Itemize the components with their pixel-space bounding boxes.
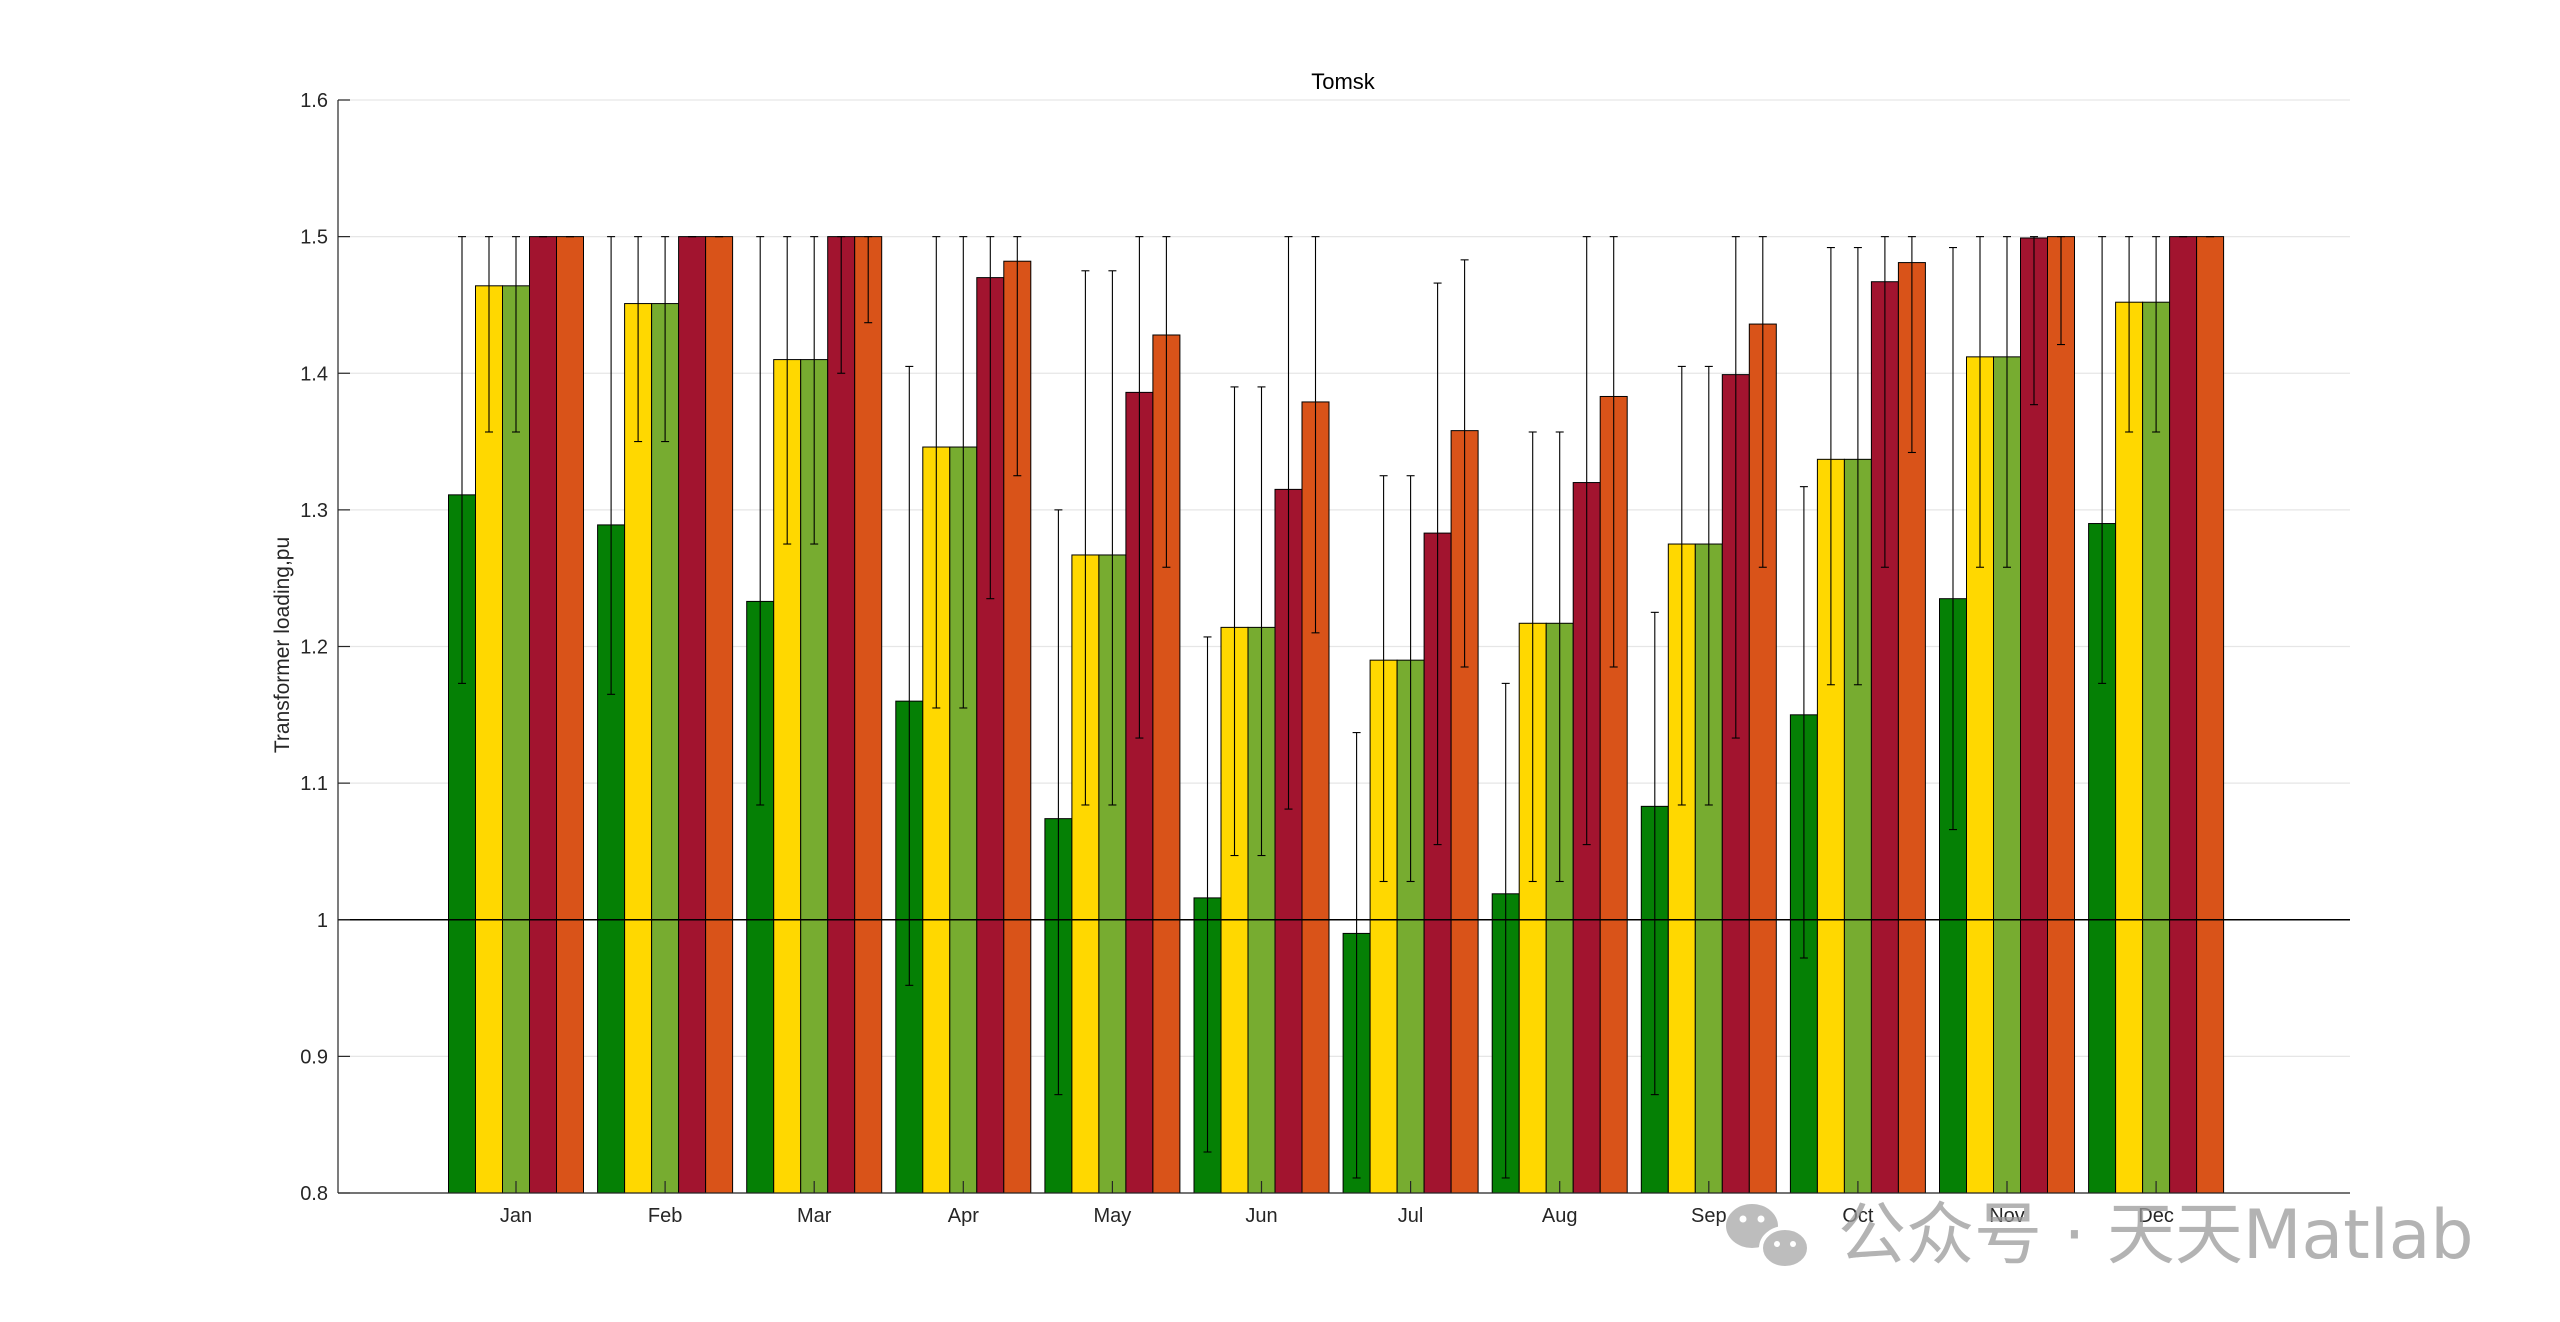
error-bar — [1054, 509, 1063, 1096]
error-bar — [810, 236, 819, 545]
y-tick-label: 1.5 — [300, 227, 328, 249]
error-bar — [1799, 486, 1808, 959]
error-bar — [1609, 236, 1618, 668]
bar — [651, 303, 680, 1194]
x-tick-label: Mar — [797, 1205, 832, 1227]
y-tick-label: 0.9 — [300, 1046, 328, 1068]
x-tick-label: Jun — [1245, 1205, 1277, 1227]
error-bar — [2098, 236, 2107, 684]
error-bar — [1704, 365, 1713, 806]
error-bar — [1826, 247, 1835, 686]
error-bar — [1582, 236, 1591, 846]
y-tick-label: 0.8 — [300, 1183, 328, 1205]
error-bar — [1528, 431, 1537, 883]
error-bar — [1257, 386, 1266, 857]
error-bar — [1352, 732, 1361, 1179]
bar — [2115, 301, 2144, 1194]
x-tick-label: Aug — [1542, 1205, 1578, 1227]
x-tick-label: Oct — [1842, 1205, 1874, 1227]
error-bar — [1081, 270, 1090, 806]
x-tick-label: Sep — [1691, 1205, 1727, 1227]
error-bar — [959, 236, 968, 709]
bar — [678, 236, 707, 1194]
error-bar — [1555, 431, 1564, 883]
error-bar — [1949, 247, 1957, 831]
watermark: 公众号 · 天天Matlab — [1726, 1196, 2474, 1275]
y-tick-label: 1.2 — [300, 637, 328, 659]
x-tick-label: May — [1094, 1205, 1132, 1227]
y-tick-label: 1.3 — [300, 500, 328, 522]
error-bar — [1677, 365, 1686, 806]
x-tick-label: Dec — [2138, 1205, 2174, 1227]
bar — [2142, 301, 2171, 1194]
x-tick-label: Jul — [1398, 1205, 1424, 1227]
bar — [2047, 236, 2075, 1194]
error-bar — [1203, 636, 1212, 1153]
error-bar — [1650, 611, 1659, 1096]
error-bar — [2152, 236, 2161, 433]
error-bar — [458, 236, 466, 684]
x-tick-label: Jan — [500, 1205, 532, 1227]
y-tick-label: 1.6 — [300, 90, 328, 112]
bar — [529, 236, 557, 1194]
bar — [705, 236, 734, 1194]
x-tick-label: Apr — [948, 1205, 979, 1227]
error-bar — [783, 236, 792, 545]
watermark-text: 公众号 · 天天Matlab — [1838, 1196, 2474, 1275]
error-bar — [1501, 682, 1510, 1179]
error-bars — [458, 236, 2215, 1179]
error-bar — [1976, 236, 1984, 568]
bar — [827, 236, 856, 1194]
error-bar — [932, 236, 941, 709]
error-bar — [1433, 282, 1442, 846]
x-tick-label: Feb — [648, 1205, 682, 1227]
axes — [337, 99, 2350, 1194]
error-bar — [1731, 236, 1740, 739]
error-bar — [756, 236, 765, 806]
bar — [556, 236, 584, 1194]
error-bar — [1284, 236, 1293, 810]
error-bar — [1379, 475, 1388, 883]
error-bar — [2125, 236, 2134, 433]
chart-title: Tomsk — [1311, 69, 1376, 94]
y-axis-label: Transformer loading,pu — [271, 537, 294, 753]
error-bar — [1108, 270, 1117, 806]
error-bar — [634, 236, 643, 443]
error-bar — [1853, 247, 1862, 686]
error-bar — [485, 236, 493, 433]
error-bar — [661, 236, 670, 443]
error-bar — [1406, 475, 1415, 883]
error-bar — [864, 236, 873, 324]
error-bar — [1880, 236, 1889, 568]
bars — [448, 236, 2225, 1194]
error-bar — [607, 236, 616, 695]
x-tick-label: Nov — [1989, 1205, 2025, 1227]
error-bar — [1162, 236, 1171, 568]
error-bar — [2057, 236, 2065, 346]
bar — [2196, 236, 2225, 1194]
error-bar — [1135, 236, 1144, 739]
error-bar — [2030, 236, 2038, 406]
error-bar — [1460, 259, 1469, 668]
wechat-icon — [1726, 1204, 1811, 1270]
error-bar — [1311, 236, 1320, 634]
error-bar — [1230, 386, 1239, 857]
y-tick-labels: 0.8 0.9 1 1.1 1.2 1.3 1.4 1.5 1.6 — [300, 90, 328, 1205]
bar — [2169, 236, 2198, 1194]
error-bar — [837, 236, 846, 374]
y-tick-label: 1.4 — [300, 363, 328, 385]
error-bar — [905, 365, 914, 986]
error-bar — [1907, 236, 1916, 454]
error-bar — [512, 236, 520, 433]
error-bar — [1758, 236, 1767, 568]
bar — [854, 236, 883, 1194]
y-tick-label: 1 — [317, 910, 328, 932]
y-tick-label: 1.1 — [300, 773, 328, 795]
error-bar — [2003, 236, 2011, 568]
error-bar — [1013, 236, 1022, 477]
x-tick-labels: Jan Feb Mar Apr May Jun Jul Aug Sep Oct Nov Dec — [500, 1205, 2174, 1227]
error-bar — [986, 236, 995, 600]
